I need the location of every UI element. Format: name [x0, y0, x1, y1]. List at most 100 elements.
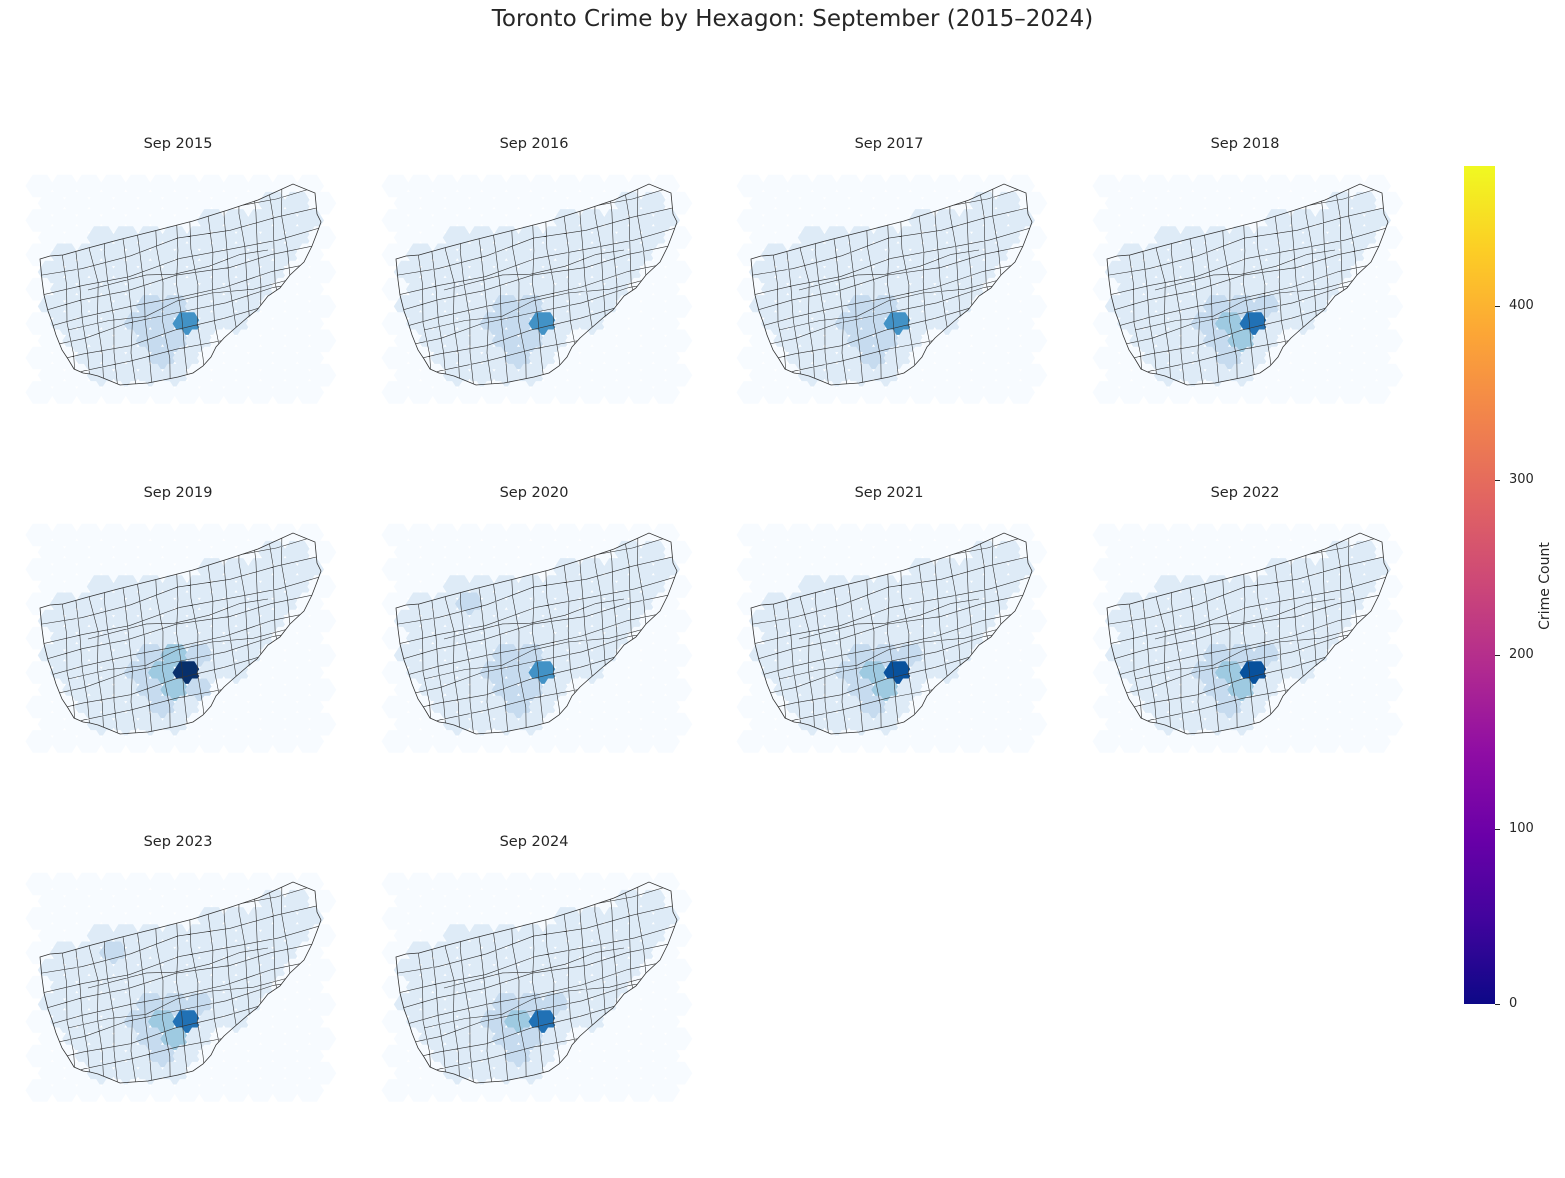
hexagon-cell [99, 209, 128, 232]
hexagon-cell [467, 609, 497, 633]
hexagon-cell [810, 209, 839, 232]
hexagon-cell [282, 889, 312, 913]
hexagon-cell [969, 609, 999, 633]
hexagon-cell [981, 346, 1011, 370]
hexagon-cell [1288, 346, 1318, 370]
hexagon-cell [209, 609, 239, 633]
hexagon-cell [957, 523, 986, 547]
hexagon-cell [455, 592, 484, 616]
hexagon-cell [602, 174, 631, 198]
hexagon-cell [258, 712, 288, 736]
hexagon-cell [871, 712, 901, 736]
hexagon-cell [785, 730, 815, 753]
hexagon-cell [123, 277, 153, 301]
hexagon-cell [528, 1010, 558, 1033]
hexagon-cell [246, 1010, 275, 1033]
hexagon-cell [871, 575, 901, 598]
hexagon-cell [614, 644, 644, 667]
hexagon-cell [797, 575, 827, 598]
hexagon-cell [1190, 626, 1220, 650]
hexagon-cell [626, 209, 656, 232]
hexagon-cell [944, 226, 974, 249]
colorbar-tick [1495, 306, 1500, 307]
hexagon-cell [577, 1044, 607, 1068]
hexagon-cell [859, 243, 888, 267]
hexagon-cell [602, 209, 631, 232]
hexagon-cell [969, 540, 999, 564]
hexagon-cell [221, 872, 251, 896]
hexagon-cell [614, 609, 644, 633]
hexagon-cell [626, 346, 656, 370]
hexagon-cell [197, 592, 226, 616]
hexagon-cell [651, 1079, 680, 1102]
hexagon-cell [99, 661, 128, 684]
hexagon-cell [504, 626, 533, 650]
hexagon-cell [1239, 626, 1269, 650]
hexagon-cell [258, 329, 288, 353]
hexagon-cell [455, 1044, 484, 1068]
hexagon-cell [86, 575, 116, 598]
hexagon-cell [908, 661, 937, 684]
hexagon-cell [295, 1044, 324, 1068]
hexagon-cell [1117, 730, 1146, 753]
hexagon-cell [1141, 209, 1171, 232]
hexagon-cell [932, 174, 962, 198]
hexagon-cell [197, 209, 226, 232]
hexagon-cell [184, 924, 214, 947]
hexagon-cell [1362, 312, 1391, 335]
hexagon-cell [111, 363, 141, 387]
panel-title: Sep 2018 [1210, 136, 1280, 152]
hexagon-cell [1276, 644, 1306, 667]
hexagon-cell [430, 975, 460, 999]
hexagon-cell [430, 346, 460, 370]
hexagon-cell [111, 295, 141, 318]
hexagon-cell [540, 363, 570, 387]
hexagon-cell [638, 644, 668, 667]
figure-title: Toronto Crime by Hexagon: September (201… [491, 6, 1094, 32]
hexagon-cell [1006, 695, 1035, 719]
hexagon-cell [148, 1079, 177, 1102]
hexagon-cell [614, 540, 644, 564]
hexagon-cell [516, 575, 546, 598]
hexagon-cell [307, 226, 337, 249]
hexagon-cell [172, 558, 202, 581]
hexagon-cell [1349, 609, 1379, 633]
hexagon-cell [246, 975, 275, 999]
hexagon-cell [111, 1061, 141, 1085]
hexagon-cell [614, 295, 644, 318]
hexagon-cell [246, 695, 275, 719]
hexagon-cell [246, 730, 275, 753]
hexagon-cell [1264, 592, 1293, 616]
hexagon-cell [221, 1044, 251, 1068]
hexagon-cell [172, 1010, 202, 1033]
hexagon-cell [748, 191, 778, 215]
hexagon-cell [785, 346, 815, 370]
hexagon-cell [172, 209, 202, 232]
hexagon-cell [160, 924, 190, 947]
hexagon-cell [1251, 644, 1281, 667]
hexagon-cell [663, 363, 693, 387]
hexagon-cell [638, 329, 668, 353]
hexagon-cell [1337, 695, 1367, 719]
hexagon-cell [761, 277, 790, 301]
hexagon-cell [651, 312, 680, 335]
hexagon-cell [932, 558, 962, 581]
hexagon-cell [1104, 712, 1134, 736]
hexagon-cell [270, 174, 300, 198]
hexagon-cell [209, 993, 239, 1016]
hexagon-cell [1337, 381, 1367, 404]
hexagon-cell [1153, 191, 1183, 215]
hexagon-cell [589, 329, 619, 353]
hexagon-cell [932, 277, 962, 301]
hexagon-cell [577, 523, 607, 547]
hexagon-cell [1178, 575, 1208, 598]
hexagon-cell [602, 975, 631, 999]
hexagon-cell [614, 958, 644, 982]
hexagon-cell [1141, 695, 1171, 719]
colorbar-tick [1495, 829, 1500, 830]
hexagon-cell [516, 540, 546, 564]
hexagon-cell [895, 644, 925, 667]
hexagon-cell [381, 695, 411, 719]
hexagon-cell [1313, 661, 1342, 684]
hexagon-cell [295, 661, 324, 684]
